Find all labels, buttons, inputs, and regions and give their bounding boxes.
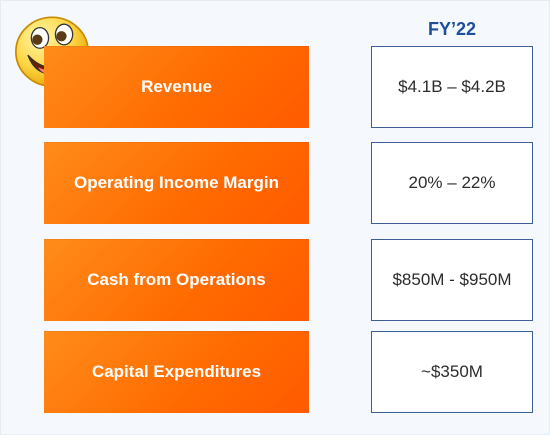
revenue-value: $4.1B – $4.2B bbox=[371, 46, 533, 128]
operating-income-margin-label: Operating Income Margin bbox=[44, 142, 309, 224]
capital-expenditures-label-text: Capital Expenditures bbox=[91, 362, 262, 381]
cash-from-operations-label-text: Cash from Operations bbox=[87, 270, 266, 289]
operating-income-margin-value: 20% – 22% bbox=[371, 142, 533, 224]
capital-expenditures-label: Capital Expenditures bbox=[44, 331, 309, 413]
revenue-label: Revenue bbox=[44, 46, 309, 128]
cash-from-operations-label: Cash from Operations bbox=[44, 239, 309, 321]
fiscal-year-header: FY’22 bbox=[427, 19, 477, 39]
capital-expenditures-value-text: ~$350M bbox=[421, 362, 483, 381]
capital-expenditures-value: ~$350M bbox=[371, 331, 533, 413]
revenue-value-text: $4.1B – $4.2B bbox=[398, 77, 506, 96]
operating-income-margin-value-text: 20% – 22% bbox=[408, 173, 496, 192]
revenue-label-text: Revenue bbox=[141, 77, 212, 96]
cash-from-operations-value: $850M - $950M bbox=[371, 239, 533, 321]
operating-income-margin-label-text: Operating Income Margin bbox=[74, 173, 279, 192]
cash-from-operations-value-text: $850M - $950M bbox=[392, 270, 512, 289]
